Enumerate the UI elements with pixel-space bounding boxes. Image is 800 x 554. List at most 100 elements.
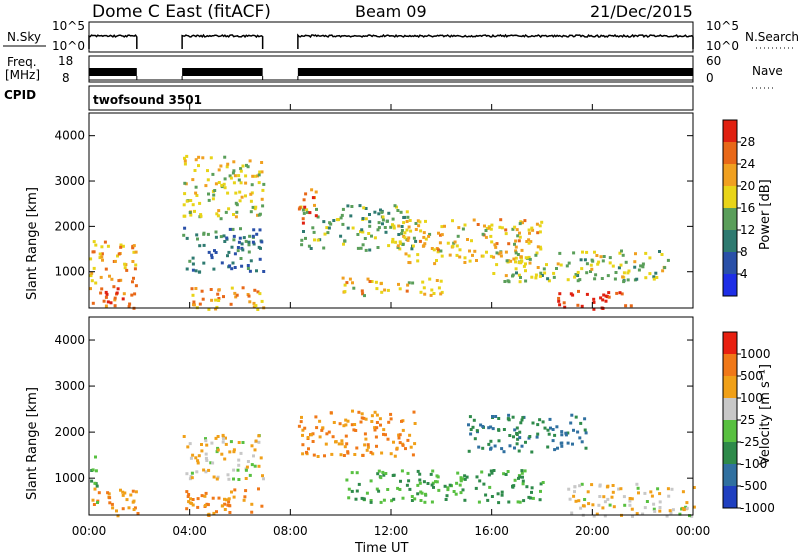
power-cell [121,244,125,248]
power-cell [407,281,411,285]
velocity-cell [422,480,426,484]
power-cell [185,267,189,271]
power-cell [123,262,127,266]
velocity-cell [475,475,479,479]
power-cell [655,276,659,279]
velocity-cell [500,490,504,494]
power-cell [191,293,195,297]
power-cell [133,267,137,271]
velocity-cell [369,479,373,483]
velocity-cell [186,495,190,498]
velocity-cell [525,485,529,489]
power-cell [351,226,355,230]
power-cell [514,251,518,255]
velocity-cell [419,499,423,502]
velocity-cell [477,500,481,504]
power-cell [253,288,257,292]
velocity-cell [340,442,344,446]
power-cell [100,255,104,259]
power-cell [183,159,187,163]
power-cell [307,244,311,248]
velocity-cell [232,448,236,452]
velocity-cell [340,439,344,443]
velocity-cell [227,497,231,501]
velocity-cell [347,487,351,491]
velocity-cell [119,488,122,492]
power-cell [468,259,472,263]
velocity-cell [212,511,216,515]
velocity-cell [360,496,364,500]
power-cell [660,253,664,256]
power-cell [471,253,474,257]
power-cell [519,260,523,264]
power-cell [197,164,200,168]
power-cell [103,240,107,244]
velocity-cell [380,451,384,455]
power-cell [233,291,237,295]
velocity-cell [461,488,465,492]
power-cell [412,236,416,240]
velocity-cell [513,446,516,450]
power-cell [256,308,260,311]
velocity-cell [566,441,570,445]
velocity-cell [692,505,696,509]
power-cell [515,271,518,275]
velocity-cell [622,495,626,499]
velocity-cell [518,430,522,434]
velocity-cell [365,491,369,495]
velocity-cell [606,497,610,501]
x-tick-label: 00:00 [676,524,711,538]
velocity-cell [216,435,220,438]
velocity-cell [665,514,669,518]
velocity-cell [681,507,685,511]
power-colorbar-swatch [723,142,737,164]
power-cell [466,238,469,241]
velocity-cell [245,465,249,469]
velocity-colorbar-tick-label: -25 [740,435,760,449]
velocity-cell [182,435,186,438]
velocity-cell [223,457,227,461]
velocity-cell [318,419,322,423]
velocity-cell [681,490,685,494]
power-cell [198,302,202,306]
velocity-cell [551,439,555,443]
power-cell [424,237,428,241]
power-cell [648,256,652,260]
power-cell [407,225,411,229]
velocity-cell [205,443,209,447]
power-cell [666,258,670,262]
velocity-cell [136,512,140,515]
power-cell [316,238,320,242]
power-cell [236,246,240,249]
velocity-cell [531,496,535,500]
power-cell [535,222,539,226]
x-tick-label: 20:00 [575,524,610,538]
velocity-cell [547,432,551,436]
power-cell [417,224,421,228]
velocity-cell [511,415,515,419]
velocity-cell [430,500,434,504]
power-cell [98,252,102,256]
power-cell [504,232,508,236]
power-cell [130,293,134,297]
velocity-cell [257,440,261,444]
power-cell [654,271,658,275]
power-cell [351,281,354,285]
power-cell [429,293,433,297]
power-cell [489,254,493,258]
power-cell [191,268,195,272]
power-cell [240,195,244,199]
power-cell [92,250,96,254]
velocity-cell [129,493,133,497]
power-cell [405,220,409,223]
velocity-cell [461,477,464,481]
power-cell [239,257,243,260]
power-cell [410,247,414,251]
velocity-cell [233,488,237,492]
velocity-cell [375,413,379,417]
power-cell [241,164,245,168]
velocity-cell [250,463,254,467]
power-cell [514,256,518,260]
power-cell [368,220,372,224]
power-cell [370,234,373,238]
